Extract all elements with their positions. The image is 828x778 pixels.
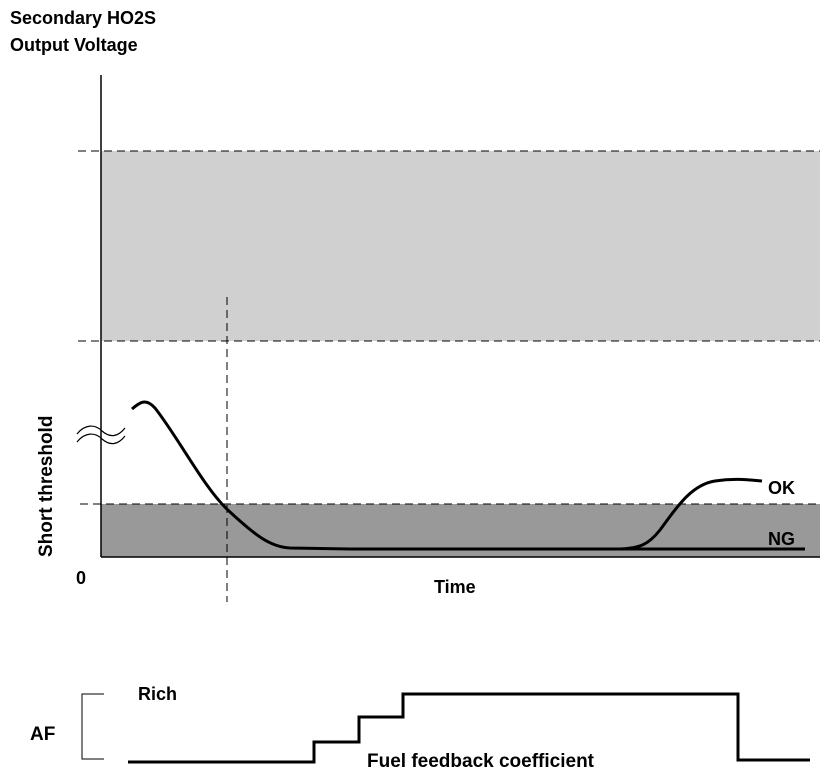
upper-range-band bbox=[101, 151, 820, 341]
ok-label: OK bbox=[768, 478, 795, 498]
ok-curve bbox=[131, 400, 763, 551]
rich-label: Rich bbox=[138, 684, 177, 704]
y-axis-label: Short threshold bbox=[36, 416, 57, 557]
x-axis-label: Time bbox=[434, 577, 476, 597]
axis-break-icon bbox=[76, 425, 126, 445]
title-line-1: Secondary HO2S bbox=[10, 8, 156, 28]
fuel-feedback-step-line bbox=[128, 692, 810, 764]
fuel-feedback-label: Fuel feedback coefficient bbox=[367, 751, 595, 772]
af-label: AF bbox=[30, 724, 55, 745]
title-line-2: Output Voltage bbox=[10, 35, 138, 55]
ng-label: NG bbox=[768, 529, 795, 549]
af-bracket bbox=[81, 693, 104, 760]
origin-label: 0 bbox=[76, 568, 86, 588]
